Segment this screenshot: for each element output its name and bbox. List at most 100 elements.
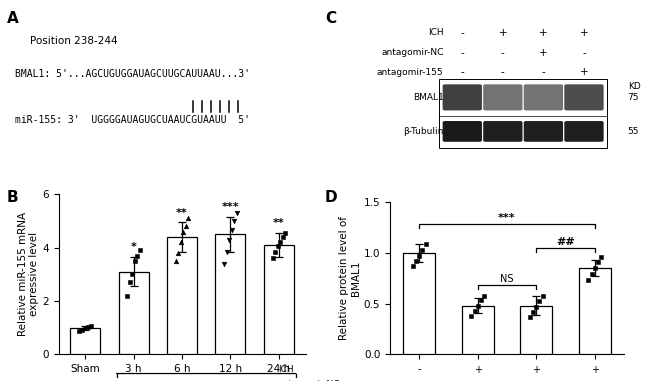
Point (525, 314, 535, 320)
Text: KD: KD (628, 82, 640, 91)
FancyBboxPatch shape (564, 121, 604, 142)
Point (170, 258, 181, 264)
Text: 55: 55 (628, 127, 639, 136)
Point (224, 237, 235, 243)
Point (275, 239, 285, 245)
Point (414, 253, 424, 259)
FancyBboxPatch shape (524, 84, 563, 110)
Text: +: + (580, 67, 588, 77)
Point (73, 328, 84, 334)
Point (226, 227, 237, 233)
Point (272, 243, 283, 250)
Text: β-Tubulin: β-Tubulin (403, 127, 443, 136)
Bar (70, 328, 100, 354)
Text: -: - (541, 67, 545, 77)
Point (231, 210, 242, 216)
Point (229, 218, 239, 224)
Bar (167, 237, 197, 354)
Point (411, 258, 421, 264)
Text: -: - (460, 48, 464, 58)
Point (538, 293, 548, 299)
Text: ***: *** (222, 202, 239, 212)
Text: ##: ## (556, 237, 575, 247)
Point (173, 250, 183, 256)
Point (129, 258, 140, 264)
Text: +: + (591, 365, 599, 375)
Text: +: + (539, 48, 548, 58)
Y-axis label: Relative miR-155 mRNA
expressive level: Relative miR-155 mRNA expressive level (18, 212, 40, 336)
Text: antagomir-155: antagomir-155 (377, 68, 443, 77)
Bar (403, 253, 436, 354)
Point (583, 277, 593, 283)
FancyBboxPatch shape (443, 84, 482, 110)
FancyBboxPatch shape (524, 121, 563, 142)
FancyBboxPatch shape (564, 84, 604, 110)
Point (222, 249, 232, 255)
Text: C: C (325, 11, 336, 26)
Point (80, 325, 90, 331)
Bar (578, 268, 611, 354)
Bar (462, 306, 494, 354)
FancyBboxPatch shape (483, 84, 523, 110)
Text: -: - (460, 67, 464, 77)
Point (278, 234, 288, 240)
Point (178, 229, 188, 235)
Bar (520, 306, 552, 354)
Point (280, 230, 291, 236)
Point (127, 271, 138, 277)
Text: antagomir-NC: antagomir-NC (278, 380, 340, 381)
Text: +: + (539, 28, 548, 38)
FancyBboxPatch shape (443, 121, 482, 142)
Text: ICH: ICH (278, 365, 293, 374)
Point (593, 259, 603, 265)
Point (408, 263, 418, 269)
Point (135, 247, 145, 253)
Text: BMAL1: BMAL1 (413, 93, 443, 102)
Text: +: + (499, 28, 507, 38)
Text: -: - (501, 67, 504, 77)
Point (132, 253, 142, 259)
Point (183, 215, 194, 221)
Point (83, 324, 94, 330)
Text: **: ** (273, 218, 285, 228)
Text: -: - (501, 48, 504, 58)
Point (86, 322, 97, 328)
Point (586, 271, 597, 277)
Point (466, 313, 476, 319)
Point (596, 254, 606, 260)
Y-axis label: Relative protein level of
BMAL1: Relative protein level of BMAL1 (339, 216, 361, 340)
Point (176, 239, 186, 245)
Text: -: - (460, 28, 464, 38)
Point (590, 265, 600, 271)
Bar (118, 272, 149, 354)
Point (476, 298, 486, 304)
Text: +: + (532, 365, 540, 375)
Point (473, 303, 483, 309)
Text: BMAL1: 5'...AGCUGUGGAUAGCUUGCAUUAAU...3': BMAL1: 5'...AGCUGUGGAUAGCUUGCAUUAAU...3' (16, 69, 250, 79)
Point (469, 307, 480, 314)
Text: D: D (325, 190, 337, 205)
Bar (215, 234, 246, 354)
Text: -: - (417, 380, 421, 381)
Text: +: + (532, 380, 540, 381)
Point (125, 279, 135, 285)
Text: 75: 75 (628, 93, 639, 102)
Text: miR-155: 3'  UGGGGAUAGUGCUAAUCGUAAUU  5': miR-155: 3' UGGGGAUAGUGCUAAUCGUAAUU 5' (16, 115, 250, 125)
Text: ICH: ICH (428, 29, 443, 37)
Text: B: B (6, 190, 18, 205)
Point (77, 327, 87, 333)
Text: *: * (131, 242, 136, 252)
Point (531, 304, 541, 310)
Text: NS: NS (500, 274, 514, 284)
Point (267, 255, 278, 261)
Point (528, 309, 538, 315)
Point (421, 240, 431, 247)
FancyBboxPatch shape (483, 121, 523, 142)
Bar (264, 245, 294, 354)
Point (270, 249, 280, 255)
Text: -: - (417, 365, 421, 375)
Point (417, 247, 428, 253)
Text: -: - (476, 380, 480, 381)
Point (479, 293, 489, 299)
Text: Position 238-244: Position 238-244 (31, 37, 118, 46)
